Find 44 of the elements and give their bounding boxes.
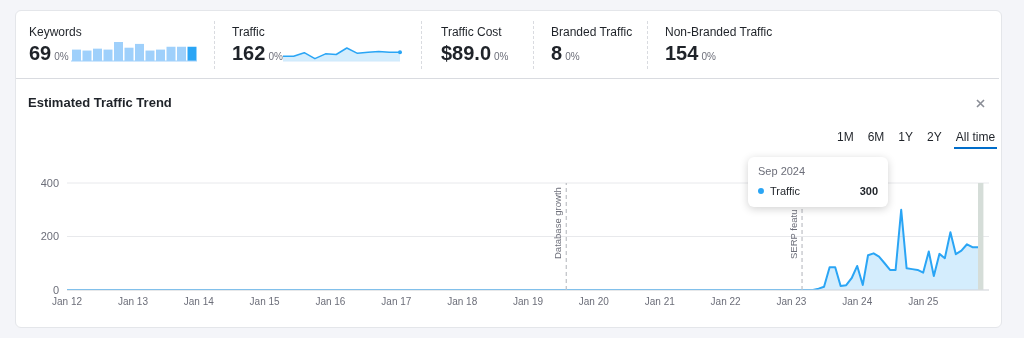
text: 0% bbox=[54, 51, 69, 62]
text: 154 bbox=[665, 42, 699, 64]
text: 0% bbox=[268, 51, 283, 62]
text: 6M bbox=[866, 130, 886, 146]
ref-line-label: Database growth bbox=[552, 187, 564, 259]
text: Traffic bbox=[232, 25, 266, 39]
text: 1Y bbox=[897, 130, 915, 146]
chart-title: Estimated Traffic Trend bbox=[28, 95, 172, 110]
x-tick-label: Jan 18 bbox=[447, 296, 478, 308]
x-tick-label: Jan 23 bbox=[776, 296, 807, 308]
text: 69 bbox=[29, 42, 52, 64]
text: 8 bbox=[551, 42, 563, 64]
x-tick-label: Jan 13 bbox=[117, 296, 149, 308]
x-tick-label: Jan 17 bbox=[381, 296, 412, 308]
annotation: 300 bbox=[859, 185, 878, 197]
text: 0% bbox=[701, 51, 716, 62]
text: Non-Branded Traffic bbox=[665, 25, 773, 39]
x-tick-label: Jan 21 bbox=[644, 296, 676, 308]
x-tick-label: Jan 19 bbox=[512, 296, 544, 308]
text: Branded Traffic bbox=[551, 25, 633, 39]
ref-line-label: SERP featu bbox=[788, 209, 800, 259]
x-tick-label: Jan 24 bbox=[842, 296, 873, 308]
text: Keywords bbox=[29, 25, 82, 39]
legend-label: Traffic bbox=[770, 185, 800, 197]
y-tick-label: 400 bbox=[40, 176, 59, 189]
text: 1M bbox=[836, 130, 855, 146]
y-tick-label: 200 bbox=[40, 230, 59, 243]
text: Traffic Cost bbox=[441, 25, 503, 39]
x-tick-label: Jan 22 bbox=[710, 296, 742, 308]
y-tick-label: 0 bbox=[52, 283, 59, 296]
text: 162 bbox=[232, 42, 266, 64]
text: $89.0 bbox=[441, 42, 492, 64]
bar bbox=[187, 46, 197, 61]
text: All time bbox=[953, 130, 998, 149]
x-tick-label: Jan 15 bbox=[249, 296, 281, 308]
text: Sep 2024 bbox=[758, 165, 806, 177]
x-tick-label: Jan 16 bbox=[315, 296, 346, 308]
x-tick-label: Jan 20 bbox=[578, 296, 610, 308]
text: 0% bbox=[565, 51, 580, 62]
text: 0% bbox=[494, 51, 509, 62]
x-tick-label: Jan 14 bbox=[183, 296, 215, 308]
x-tick-label: Jan 25 bbox=[908, 296, 939, 308]
x-tick-label: Jan 12 bbox=[51, 296, 83, 308]
text: 2Y bbox=[926, 130, 943, 146]
